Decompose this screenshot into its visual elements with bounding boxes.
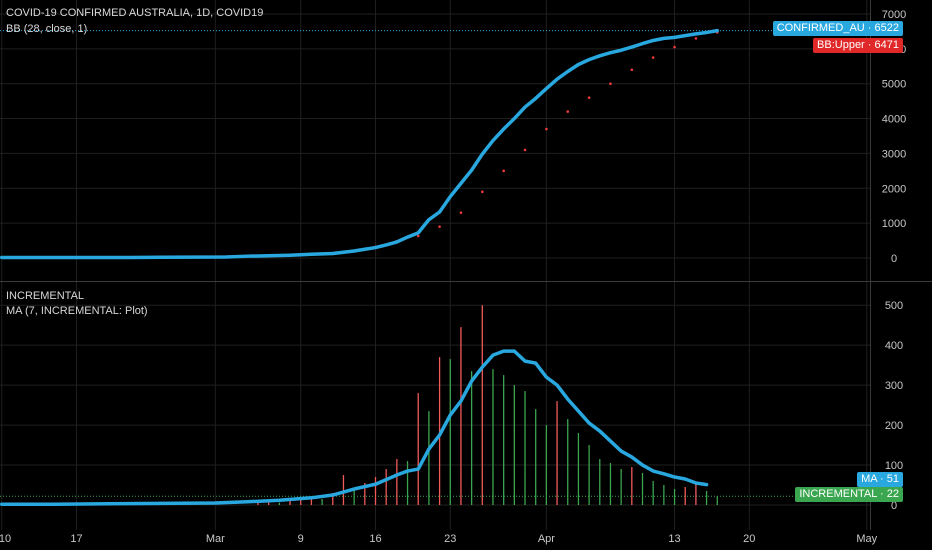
sub-y-tick-label: 500 — [885, 300, 903, 312]
confirmed-tag-value: 6522 — [874, 22, 899, 34]
main-chart-title: COVID-19 CONFIRMED AUSTRALIA, 1D, COVID1… — [6, 7, 264, 19]
incremental-price-tag: INCREMENTAL · 22 — [795, 487, 903, 502]
main-y-tick-label: 3000 — [882, 148, 906, 160]
x-tick-label: Apr — [538, 533, 555, 545]
ma-tag-name: MA — [861, 473, 877, 485]
sub-y-tick-label: 100 — [885, 460, 903, 472]
sub-y-tick-label: 300 — [885, 380, 903, 392]
x-tick-label: 10 — [0, 533, 11, 545]
x-tick-label: 20 — [743, 533, 755, 545]
sub-y-tick-label: 0 — [891, 500, 897, 512]
main-y-tick-label: 0 — [891, 253, 897, 265]
sub-y-tick-label: 400 — [885, 340, 903, 352]
confirmed-price-tag: CONFIRMED_AU · 6522 — [772, 21, 903, 36]
bb-upper-point — [523, 148, 527, 152]
bb-upper-point — [438, 225, 441, 228]
sub-y-tick-label: 200 — [885, 420, 903, 432]
confirmed-tag-name: CONFIRMED_AU — [776, 22, 865, 34]
main-y-tick-label: 5000 — [882, 79, 906, 91]
bb-upper-point — [545, 127, 548, 131]
bb-upper-point — [609, 82, 612, 85]
ma-price-tag: MA · 51 — [857, 472, 903, 487]
incremental-tag-value: 22 — [886, 488, 899, 500]
x-tick-label: 13 — [668, 533, 680, 545]
bb-upper-point — [630, 68, 634, 72]
main-y-tick-label: 7000 — [882, 9, 906, 21]
bb-upper-point — [416, 234, 420, 238]
bb-upper-point — [502, 169, 505, 173]
bb-upper-price-tag: BB:Upper · 6471 — [813, 38, 903, 53]
x-tick-label: 17 — [70, 533, 82, 545]
x-tick-label: 9 — [298, 533, 304, 545]
x-tick-label: 16 — [369, 533, 381, 545]
bb-upper-point — [651, 56, 655, 59]
sub-chart-title: INCREMENTAL — [6, 290, 85, 302]
bb-upper-point — [673, 45, 676, 49]
bb-upper-tag-value: 6471 — [874, 39, 899, 51]
bb-upper-point — [459, 211, 463, 214]
confirmed-au-line — [0, 28, 720, 260]
main-y-tick-label: 4000 — [882, 114, 906, 126]
main-y-tick-label: 1000 — [882, 218, 906, 230]
x-tick-label: Mar — [206, 533, 225, 545]
x-tick-label: 23 — [444, 533, 456, 545]
bb-upper-point — [481, 190, 484, 194]
main-y-tick-label: 2000 — [882, 183, 906, 195]
bb-upper-point — [587, 96, 591, 99]
bb-upper-point — [566, 110, 570, 113]
bb-indicator-label: BB (28, close, 1) — [6, 23, 88, 35]
ma-line — [0, 349, 709, 506]
bb-upper-point — [694, 37, 698, 40]
ma-indicator-label: MA (7, INCREMENTAL: Plot) — [6, 305, 148, 317]
x-tick-label: May — [856, 533, 877, 545]
bb-upper-tag-name: BB:Upper — [817, 39, 865, 51]
incremental-tag-name: INCREMENTAL — [799, 488, 877, 500]
ma-tag-value: 51 — [886, 473, 899, 485]
